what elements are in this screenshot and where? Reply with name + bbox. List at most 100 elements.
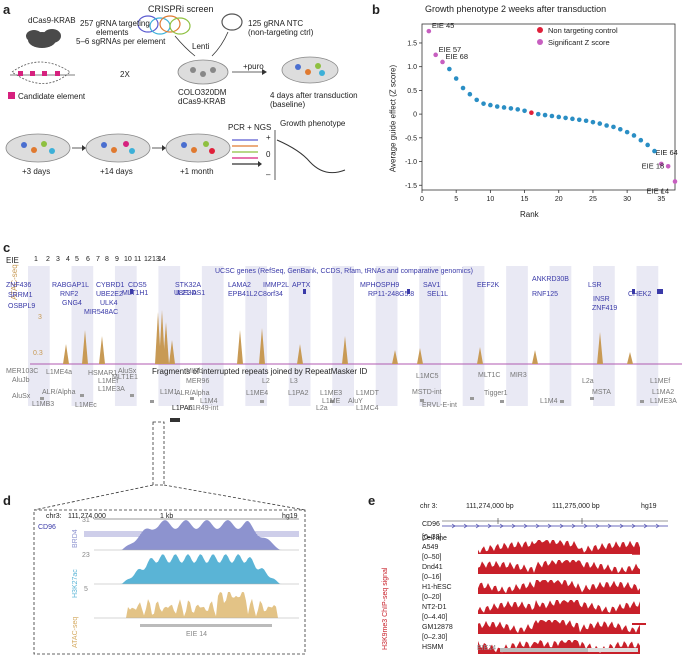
gene-label: IL21-AS1 <box>176 290 206 297</box>
gene-label: ZNF436 <box>6 282 32 289</box>
panel-b-letter: b <box>372 2 380 17</box>
growth-label: Growth phenotype <box>280 119 346 128</box>
timepoint-dishes <box>5 133 231 163</box>
d-max-atac: 5 <box>84 586 88 593</box>
data-point <box>535 111 541 117</box>
repeat-label: L1M4 <box>200 398 218 405</box>
y-tick-label: 0 <box>413 112 417 119</box>
repeat-block <box>590 397 594 400</box>
repeat-label: MSTA <box>592 389 611 396</box>
data-point <box>583 118 589 124</box>
d-pos: 111,274,000 <box>68 513 106 520</box>
gene-label: LAMA2 <box>228 282 251 289</box>
ntc-line-2: (non-targeting ctrl) <box>248 28 314 37</box>
repeat-block <box>500 400 504 403</box>
d-gene: CD96 <box>38 524 56 531</box>
d-scale: 1 kb <box>160 513 174 520</box>
e-track-name: H1-hESC <box>422 584 452 591</box>
legend-label: Significant Z score <box>548 38 610 47</box>
gene-block <box>632 289 635 294</box>
e-track-name: HSMM <box>422 644 444 651</box>
repeats-label: Fragments of interrupted repeats joined … <box>152 367 368 376</box>
targeting-line-1: 257 gRNA targeting <box>80 19 150 28</box>
chromatin-loop-icon <box>11 61 71 84</box>
eie-number: 10 <box>124 256 132 263</box>
strand-arrow <box>631 523 636 529</box>
y-tick-label: 1.0 <box>407 64 417 71</box>
cell-line-1: COLO320DM <box>178 88 227 97</box>
gene-block <box>660 289 663 294</box>
chip-tracks <box>442 518 668 654</box>
gene-label: CDS5 <box>128 282 147 289</box>
e-build: hg19 <box>641 503 657 510</box>
repeat-label: L1MEf <box>650 378 671 385</box>
strand-arrow <box>655 523 660 529</box>
ngs-reads-icon <box>232 139 262 167</box>
repeat-label: L1ME3 <box>320 390 343 397</box>
repeat-label: L1M1 <box>160 389 178 396</box>
data-point <box>508 106 514 111</box>
e-track-name: Dnd41 <box>422 564 443 571</box>
repeat-label: L1MC5 <box>416 373 439 380</box>
atac-peak <box>532 350 538 364</box>
e-track-name: NT2-D1 <box>422 604 447 611</box>
e-track-range: [0–20] <box>422 594 442 601</box>
atac-peak <box>63 344 69 364</box>
ucsc-label: UCSC genes (RefSeq, GenBank, CCDS, Rfam,… <box>215 268 473 275</box>
repeat-label: L1MB3 <box>32 401 55 408</box>
e-track-name: GM12878 <box>422 624 453 631</box>
strand-arrow <box>451 523 456 529</box>
data-point <box>447 66 452 72</box>
data-point <box>611 124 616 130</box>
data-point <box>617 126 623 132</box>
data-point <box>624 129 630 135</box>
repeat-label: L1MDT <box>356 390 379 397</box>
repeat-label: L1PA6 <box>172 405 193 412</box>
point-label: EIE 57 <box>439 45 462 54</box>
legend-label: Non targeting control <box>548 26 618 35</box>
data-point <box>426 28 432 34</box>
data-point <box>453 76 459 81</box>
strand-arrow <box>607 523 612 529</box>
y-tick-label: 0.5 <box>407 88 417 95</box>
data-point <box>659 161 664 167</box>
gene-block <box>303 289 306 294</box>
region-band <box>375 266 398 406</box>
data-point <box>494 104 500 109</box>
data-point <box>481 101 486 106</box>
chip-signal <box>478 560 640 574</box>
region-band <box>114 266 137 406</box>
e-pos2: 111,275,000 bp <box>552 503 600 510</box>
data-point <box>433 52 438 58</box>
strand-arrow <box>547 523 552 529</box>
gene-label: CHEK2 <box>628 291 652 298</box>
repeat-label: L1PA2 <box>288 390 309 397</box>
e-ylabel: H3K9me3 ChIP-seq signal <box>382 567 389 651</box>
repeat-label: AluSx <box>12 393 31 400</box>
brd4-track <box>98 520 296 550</box>
chip-signal <box>478 580 640 594</box>
repeat-label: L1ME4 <box>246 390 269 397</box>
gene-label: SRRM1 <box>8 292 33 299</box>
repeat-block <box>470 397 474 400</box>
growth-phenotype-curve <box>274 130 346 180</box>
atac-peak <box>82 330 88 364</box>
strand-arrow <box>559 523 564 529</box>
repeat-block <box>150 400 154 403</box>
eie-label: EIE <box>6 256 19 265</box>
zoom-tracks <box>84 518 299 627</box>
growth-zero: 0 <box>266 150 271 159</box>
panel-a-title: CRISPRi screen <box>148 4 214 14</box>
d-element: EIE 14 <box>186 631 208 638</box>
eie-number: 9 <box>115 256 119 263</box>
repeat-label: L1ME3A <box>650 398 677 405</box>
atac-peak <box>417 348 423 364</box>
data-point <box>474 97 480 103</box>
gene-label: RABGAP1L <box>52 282 89 289</box>
gene-label: SEL1L <box>427 291 449 298</box>
y-tick-label: -1.0 <box>405 159 417 166</box>
region-band <box>506 266 528 406</box>
data-point <box>460 85 466 91</box>
lenti-plasmid-icon <box>137 13 243 35</box>
data-point <box>515 107 521 112</box>
